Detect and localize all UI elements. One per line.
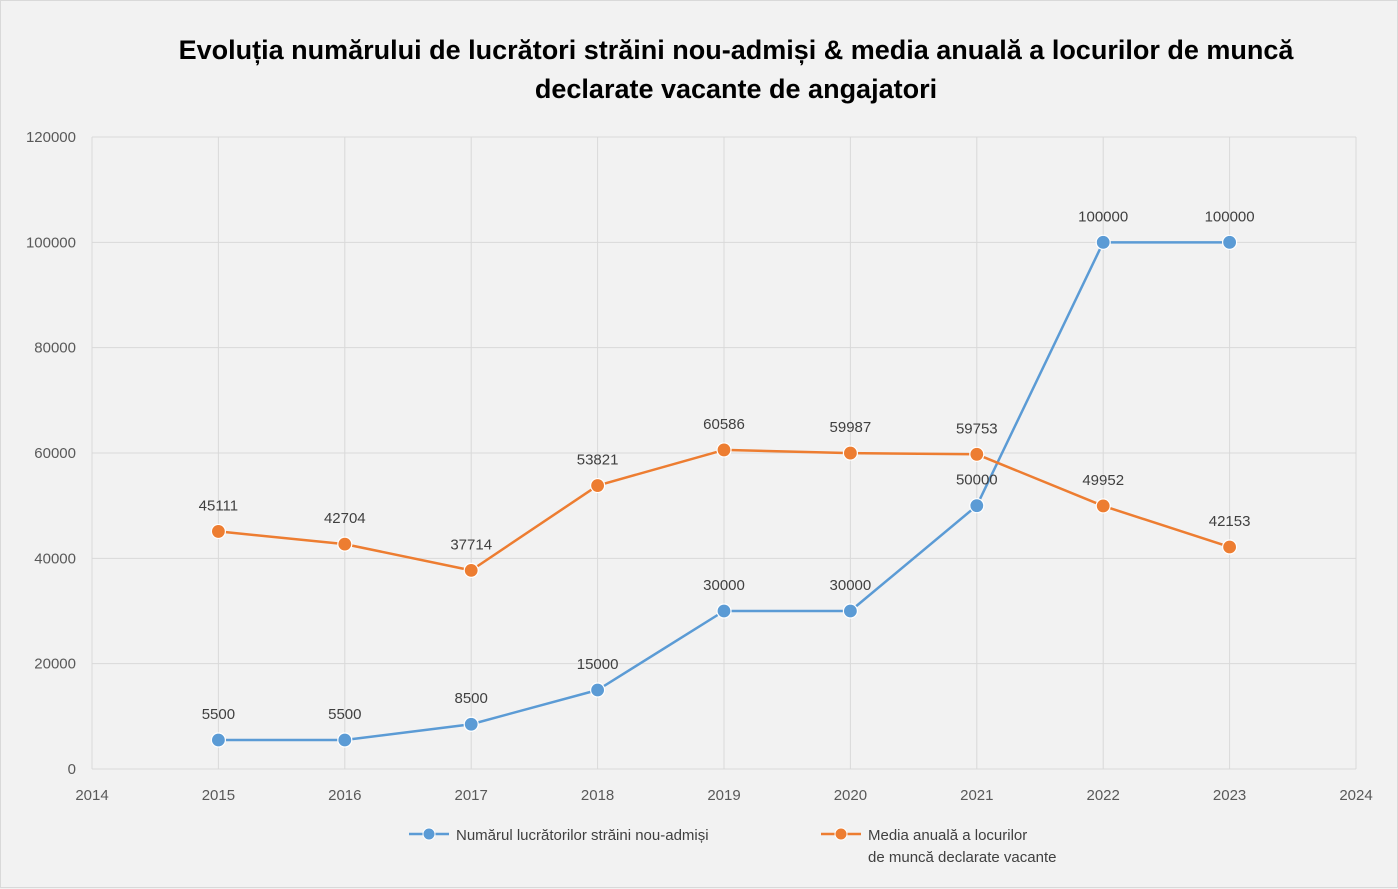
data-label-1: 59987 [830, 419, 872, 436]
x-tick-label: 2022 [1087, 787, 1120, 804]
x-tick-label: 2023 [1213, 787, 1246, 804]
data-point-0 [210, 732, 226, 748]
data-point-1 [1221, 539, 1238, 555]
data-point-0 [1221, 234, 1238, 250]
x-tick-label: 2016 [328, 787, 361, 804]
data-point-1 [210, 523, 226, 540]
data-point-1 [589, 477, 606, 494]
data-point-0 [842, 603, 859, 619]
data-label-0: 8500 [455, 690, 488, 707]
legend-label: Media anuală a locurilor [868, 827, 1027, 844]
data-point-0 [716, 603, 732, 619]
data-point-0 [589, 682, 606, 698]
legend-swatch-marker [422, 827, 436, 841]
legend-swatch-marker [834, 827, 848, 841]
y-tick-label: 60000 [34, 445, 76, 462]
data-point-0 [463, 716, 479, 732]
axis-labels: 0 20000 40000 60000 80000 100000 120000 2014 201… [26, 129, 1373, 804]
x-tick-label: 2014 [75, 787, 108, 804]
y-tick-label: 40000 [34, 550, 76, 567]
data-label-0: 100000 [1078, 208, 1128, 225]
grid [91, 136, 1357, 770]
data-point-1 [716, 442, 732, 458]
data-label-1: 53821 [577, 452, 619, 469]
x-tick-label: 2015 [202, 787, 235, 804]
data-labels: 5500 5500 8500 15000 30000 30000 50000 100000 10… [199, 208, 1255, 723]
series-lines [210, 234, 1238, 748]
data-label-1: 42153 [1209, 513, 1251, 530]
data-label-1: 59753 [956, 420, 998, 437]
x-tick-label: 2019 [707, 787, 740, 804]
data-point-1 [969, 446, 985, 462]
data-label-1: 49952 [1082, 472, 1124, 489]
data-label-1: 60586 [703, 416, 745, 433]
chart-title: Evoluția numărului de lucrători străini … [178, 35, 1294, 104]
data-point-1 [463, 562, 479, 578]
data-label-0: 50000 [956, 472, 998, 489]
legend-item-0: Numărul lucrătorilor străini nou-admiși [409, 827, 709, 844]
x-tick-label: 2017 [455, 787, 488, 804]
data-label-0: 30000 [703, 577, 745, 594]
data-label-0: 15000 [577, 656, 619, 673]
legend-item-1: Media anuală a locurilor de muncă declara… [821, 827, 1056, 866]
y-tick-label: 20000 [34, 656, 76, 673]
data-point-0 [337, 732, 353, 748]
data-point-1 [842, 445, 859, 461]
y-tick-label: 0 [68, 761, 76, 778]
x-tick-label: 2021 [960, 787, 993, 804]
data-label-1: 42704 [324, 510, 366, 527]
data-label-0: 5500 [202, 706, 235, 723]
data-label-1: 45111 [199, 497, 239, 514]
data-label-0: 100000 [1205, 208, 1255, 225]
data-point-1 [337, 536, 353, 552]
x-tick-label: 2024 [1339, 787, 1372, 804]
x-tick-label: 2020 [834, 787, 867, 804]
data-label-0: 30000 [830, 577, 872, 594]
x-tick-label: 2018 [581, 787, 614, 804]
legend-label: de muncă declarate vacante [868, 849, 1056, 866]
y-tick-label: 100000 [26, 234, 76, 251]
legend-label: Numărul lucrătorilor străini nou-admiși [456, 827, 709, 844]
data-label-1: 37714 [450, 536, 492, 553]
data-point-0 [1095, 234, 1111, 250]
data-label-0: 5500 [328, 706, 361, 723]
y-tick-label: 120000 [26, 129, 76, 146]
data-point-1 [1095, 498, 1111, 514]
legend: Numărul lucrătorilor străini nou-admiși M… [409, 827, 1056, 866]
data-point-0 [969, 498, 985, 514]
y-tick-label: 80000 [34, 340, 76, 357]
